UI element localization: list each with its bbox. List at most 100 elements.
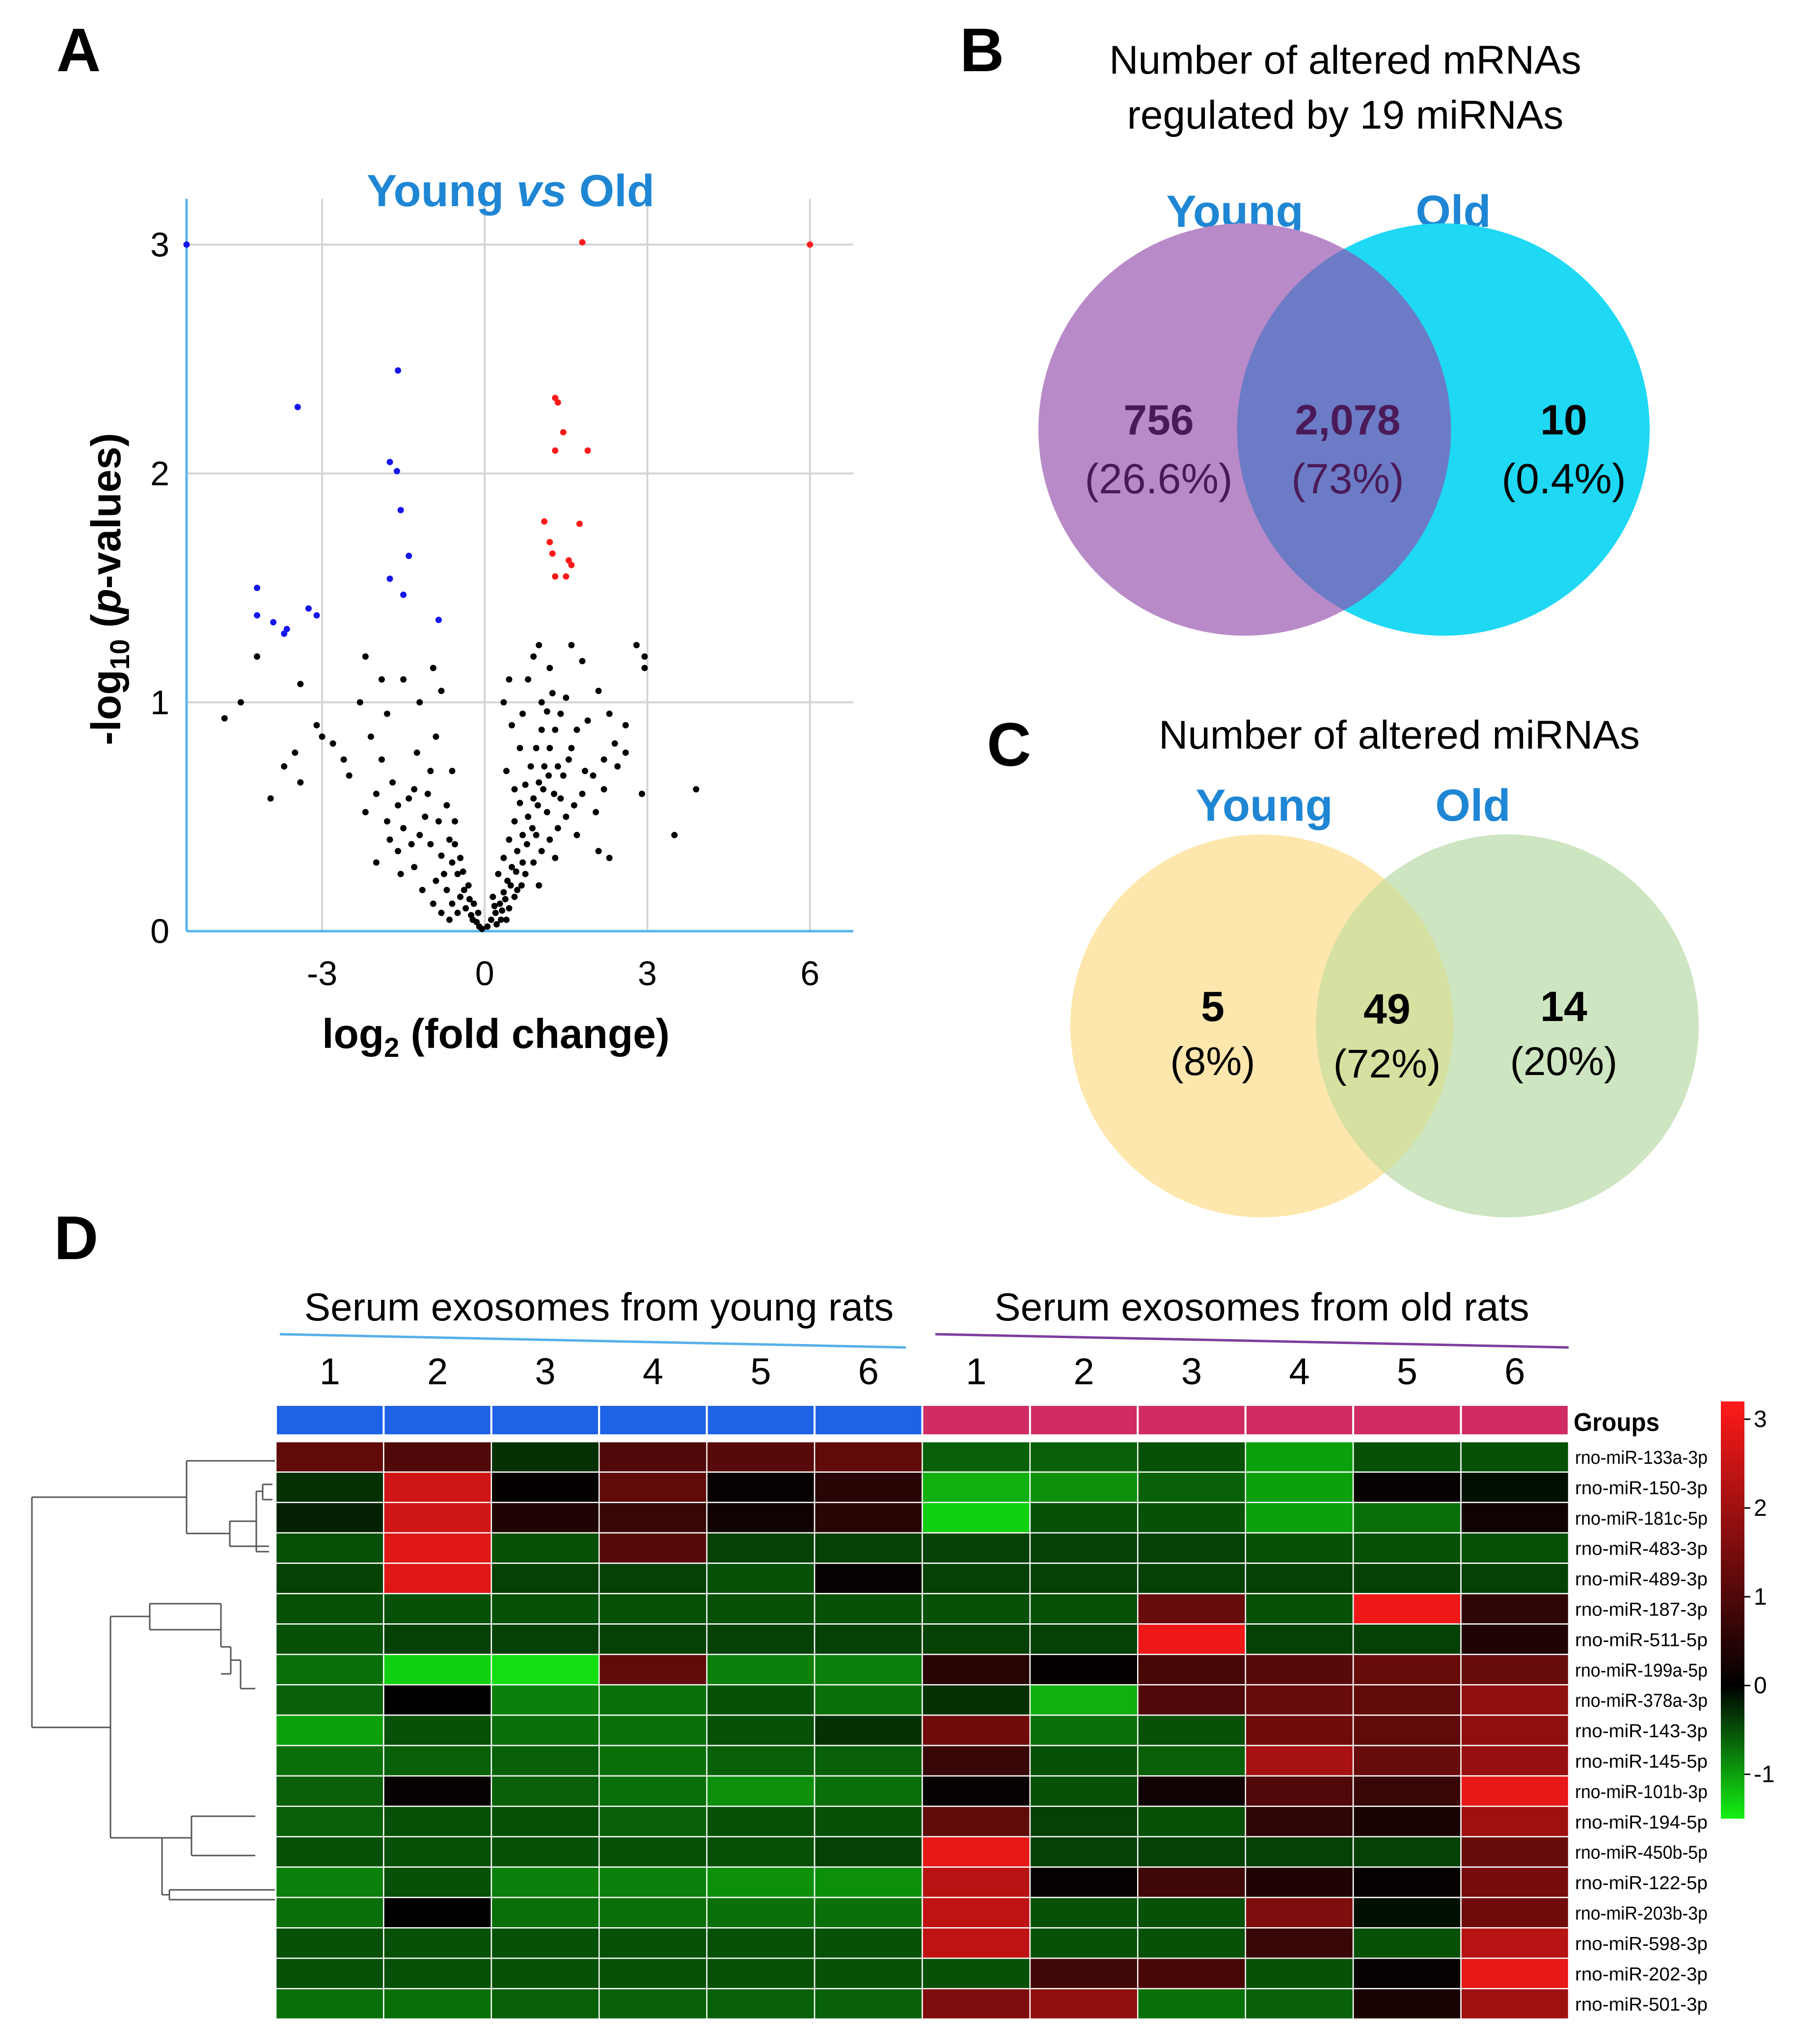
volcano-point (544, 708, 550, 715)
heatmap-group-cell (382, 1404, 492, 1436)
heatmap-cell (1029, 1927, 1139, 1959)
volcano-point (514, 887, 520, 893)
heatmap-cell (814, 1836, 923, 1868)
heatmap-cell (1352, 1897, 1462, 1929)
heatmap-cell (490, 1562, 600, 1594)
volcano-point (584, 447, 591, 454)
heatmap-cell (275, 1562, 384, 1594)
heatmap-cell (1137, 1623, 1246, 1655)
heatmap-cell (598, 1532, 707, 1564)
volcano-point (513, 868, 519, 875)
volcano-point (313, 722, 320, 728)
heatmap-cell (922, 1562, 1031, 1594)
heatmap-cell (383, 1988, 492, 2020)
heatmap-group-cell (1244, 1404, 1355, 1436)
venn-mirna-label-young: Young (1196, 780, 1333, 831)
heatmap-cell (706, 1836, 816, 1868)
volcano-point (419, 887, 426, 893)
heatmap-cell (275, 1745, 384, 1777)
heatmap-cell (1245, 1775, 1354, 1807)
volcano-point (530, 795, 537, 802)
heatmap-cell (922, 1684, 1031, 1716)
heatmap-cell (1245, 1654, 1354, 1686)
heatmap-cell (1245, 1471, 1354, 1504)
heatmap-cell (598, 1471, 707, 1504)
panel-label-b: B (960, 16, 1004, 84)
volcano-point (443, 802, 450, 809)
heatmap-cell (275, 1684, 384, 1716)
heatmap-cell (1460, 1654, 1570, 1686)
volcano-point (373, 859, 380, 866)
heatmap-cell (1245, 1623, 1354, 1655)
volcano-point (430, 900, 436, 907)
heatmap-cells (275, 1441, 1570, 2020)
volcano-point (281, 763, 288, 770)
heatmap-group-cell (1460, 1404, 1570, 1436)
heatmap-cell (922, 1805, 1031, 1837)
volcano-point (600, 786, 607, 793)
volcano-point (576, 520, 583, 527)
heatmap-panel: Serum exosomes from young rats Serum exo… (31, 1285, 1775, 2020)
volcano-title-vs: vs (517, 166, 567, 216)
volcano-point (557, 710, 564, 717)
volcano-point (397, 870, 404, 877)
volcano-point (411, 863, 418, 870)
volcano-point (297, 779, 304, 786)
volcano-x-label-rest: (fold change) (399, 1011, 670, 1057)
heatmap-cell (598, 1836, 707, 1868)
heatmap-cell (1352, 1958, 1462, 1990)
volcano-point (538, 699, 545, 706)
heatmap-cell (1245, 1745, 1354, 1777)
volcano-point (393, 468, 400, 475)
heatmap-cell (1460, 1502, 1570, 1533)
volcano-point (530, 653, 537, 660)
heatmap-cell (706, 1714, 816, 1747)
heatmap-cell (490, 1441, 600, 1473)
volcano-point (221, 715, 228, 722)
dendro-node-lower-d (161, 1838, 275, 1901)
volcano-point (514, 848, 520, 855)
volcano-point (462, 905, 469, 912)
heatmap-cell (1245, 1866, 1354, 1898)
heatmap-cell (598, 1745, 707, 1777)
heatmap-cell (1352, 1532, 1462, 1564)
volcano-point (554, 763, 561, 770)
volcano-point (807, 241, 814, 248)
heatmap-cell (1460, 1593, 1570, 1625)
heatmap-old-label: Serum exosomes from old rats (994, 1285, 1529, 1329)
heatmap-groups-label: Groups (1574, 1408, 1659, 1437)
heatmap-cell (275, 1805, 384, 1837)
venn-mrna-title-line2: regulated by 19 miRNAs (1127, 93, 1564, 137)
volcano-y-label: -log10 (p-values) (83, 433, 135, 745)
heatmap-cell (1137, 1958, 1246, 1990)
heatmap-cell (814, 1593, 923, 1625)
heatmap-cell (1352, 1805, 1462, 1837)
heatmap-row-label: rno-miR-202-3p (1575, 1964, 1708, 1985)
volcano-point (305, 605, 312, 612)
heatmap-cell (1460, 1897, 1570, 1929)
colorbar-bar (1721, 1401, 1744, 1819)
dendro-node-lower-b (220, 1604, 232, 1675)
heatmap-young-underline (279, 1333, 906, 1349)
heatmap-cell (1029, 1684, 1139, 1716)
volcano-point (595, 687, 602, 694)
heatmap-cell (1137, 1988, 1246, 2020)
volcano-point (552, 447, 559, 454)
heatmap-cell (922, 1775, 1031, 1807)
volcano-point (449, 900, 456, 907)
heatmap-cell (706, 1562, 816, 1594)
volcano-point (373, 790, 380, 797)
volcano-point (492, 910, 499, 916)
heatmap-cell (1352, 1593, 1462, 1625)
volcano-point (525, 676, 532, 683)
volcano-point (554, 825, 561, 832)
volcano-point (579, 239, 586, 246)
heatmap-cell (814, 1562, 923, 1594)
volcano-point (504, 877, 511, 884)
heatmap-cell (275, 1927, 384, 1959)
heatmap-cell (490, 1988, 600, 2020)
heatmap-colorbar: 3 2 1 0 -1 (1721, 1401, 1775, 1819)
volcano-point (496, 900, 503, 907)
heatmap-cell (383, 1836, 492, 1868)
